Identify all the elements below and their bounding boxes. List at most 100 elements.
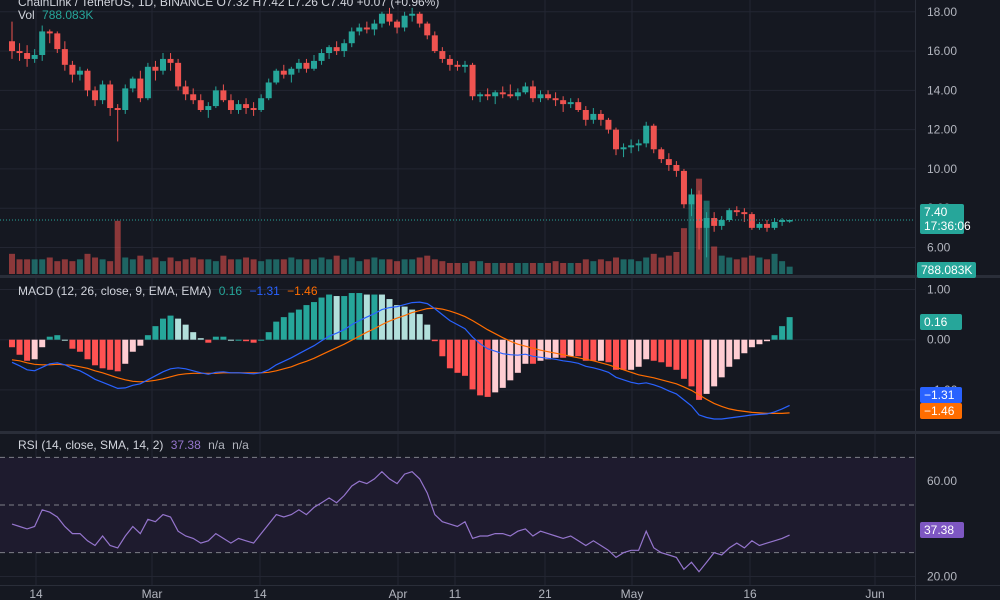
price-candles[interactable] — [0, 7, 915, 258]
candle[interactable] — [665, 153, 672, 171]
candle[interactable] — [454, 60, 461, 71]
pane-separator-0[interactable] — [0, 275, 1000, 278]
candle[interactable] — [182, 80, 189, 101]
candle[interactable] — [552, 92, 559, 107]
candle[interactable] — [333, 41, 340, 55]
candle[interactable] — [152, 60, 159, 81]
candle[interactable] — [235, 100, 242, 114]
candle[interactable] — [688, 188, 695, 217]
candle[interactable] — [424, 21, 431, 40]
candle[interactable] — [363, 21, 370, 34]
symbol-legend[interactable]: ChainLink / TetherUS, 1D, BINANCE O7.32 … — [18, 0, 439, 9]
candle[interactable] — [303, 58, 310, 73]
candle[interactable] — [537, 90, 544, 103]
candle[interactable] — [311, 55, 317, 71]
candle[interactable] — [620, 143, 627, 158]
candle[interactable] — [356, 23, 363, 36]
candle[interactable] — [507, 84, 514, 99]
candle[interactable] — [144, 62, 151, 101]
candle[interactable] — [84, 68, 91, 97]
candle[interactable] — [590, 108, 597, 124]
candle[interactable] — [295, 58, 302, 73]
candle[interactable] — [9, 21, 15, 59]
candle[interactable] — [318, 49, 325, 65]
candle[interactable] — [92, 86, 99, 107]
candle[interactable] — [348, 27, 355, 48]
candle[interactable] — [394, 19, 401, 34]
candle[interactable] — [205, 102, 212, 118]
candle[interactable] — [61, 41, 68, 71]
candle[interactable] — [718, 216, 725, 230]
candle[interactable] — [582, 106, 589, 126]
candle[interactable] — [605, 117, 612, 134]
candle[interactable] — [560, 96, 567, 112]
candle[interactable] — [122, 84, 129, 114]
candle[interactable] — [197, 94, 204, 112]
candle[interactable] — [764, 220, 770, 232]
candle[interactable] — [69, 60, 76, 83]
candle[interactable] — [16, 43, 23, 61]
candle[interactable] — [439, 47, 446, 63]
candle[interactable] — [280, 64, 287, 79]
candle[interactable] — [39, 25, 46, 61]
candle[interactable] — [628, 139, 635, 154]
candle[interactable] — [401, 11, 408, 32]
candle[interactable] — [643, 121, 650, 148]
candle[interactable] — [273, 68, 280, 85]
candle[interactable] — [779, 218, 786, 226]
candle[interactable] — [748, 212, 755, 230]
candle[interactable] — [673, 161, 680, 177]
candle[interactable] — [212, 86, 219, 109]
candle[interactable] — [99, 80, 106, 105]
candle[interactable] — [160, 53, 166, 75]
candle[interactable] — [545, 90, 552, 101]
candle[interactable] — [175, 58, 182, 91]
candle[interactable] — [431, 31, 438, 54]
candle[interactable] — [54, 31, 61, 54]
candle[interactable] — [220, 84, 227, 103]
candle[interactable] — [514, 88, 521, 101]
volume-legend[interactable]: Vol 788.083K — [18, 8, 93, 22]
candle[interactable] — [46, 29, 53, 44]
candle[interactable] — [597, 110, 604, 126]
candle[interactable] — [137, 70, 144, 103]
candle[interactable] — [288, 66, 295, 83]
candle[interactable] — [658, 147, 665, 164]
candle[interactable] — [265, 78, 272, 101]
candle[interactable] — [756, 221, 763, 230]
candle[interactable] — [680, 168, 687, 209]
candle[interactable] — [341, 39, 348, 57]
candle[interactable] — [31, 49, 38, 63]
candle[interactable] — [76, 66, 83, 81]
candle[interactable] — [703, 212, 710, 258]
candle[interactable] — [469, 62, 476, 101]
candle[interactable] — [250, 102, 257, 116]
candle[interactable] — [711, 212, 718, 232]
candle[interactable] — [227, 94, 234, 114]
pane-separator-1[interactable] — [0, 431, 1000, 434]
candle[interactable] — [371, 19, 378, 36]
candle[interactable] — [499, 86, 506, 99]
candle[interactable] — [416, 11, 423, 28]
candle[interactable] — [107, 80, 114, 116]
candle[interactable] — [484, 88, 491, 101]
candle[interactable] — [635, 139, 642, 152]
candle[interactable] — [733, 206, 740, 217]
macd-legend[interactable]: MACD (12, 26, close, 9, EMA, EMA) 0.16 −… — [18, 284, 318, 298]
candle[interactable] — [575, 98, 582, 112]
candle[interactable] — [446, 55, 453, 71]
candle[interactable] — [529, 80, 536, 103]
candle[interactable] — [409, 7, 416, 22]
candle[interactable] — [129, 76, 136, 93]
candle[interactable] — [522, 82, 529, 95]
rsi-legend[interactable]: RSI (14, close, SMA, 14, 2) 37.38 n/a n/… — [18, 438, 249, 452]
candle[interactable] — [462, 60, 468, 73]
candle[interactable] — [567, 98, 574, 109]
candle[interactable] — [167, 53, 174, 71]
candle[interactable] — [386, 7, 393, 26]
candle[interactable] — [378, 11, 385, 28]
candle[interactable] — [190, 88, 197, 105]
candle[interactable] — [243, 98, 250, 114]
